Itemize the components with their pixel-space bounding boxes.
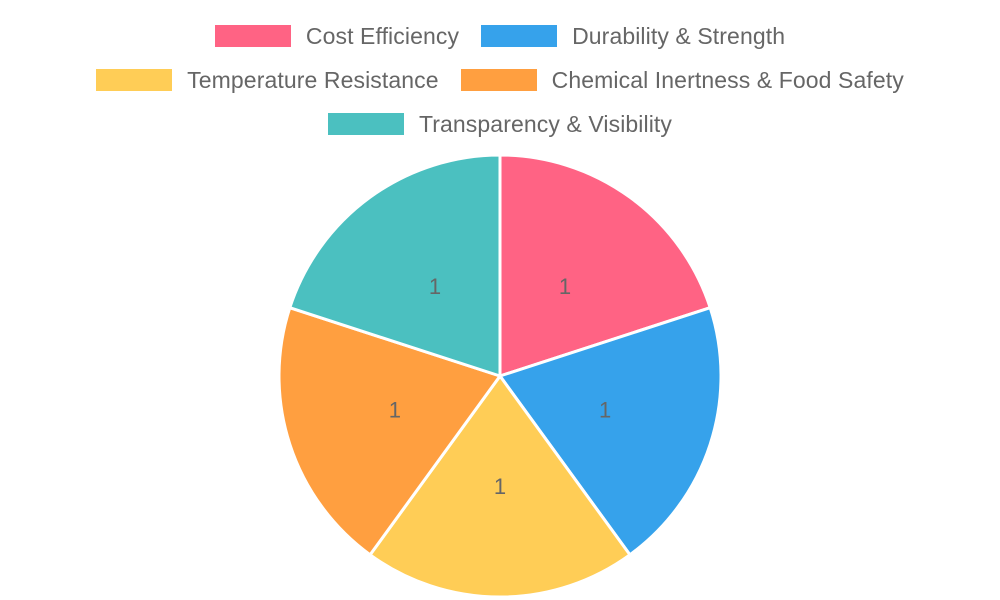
legend-item[interactable]: Cost Efficiency [214, 22, 460, 50]
legend-item[interactable]: Temperature Resistance [96, 66, 439, 94]
legend-row: Cost Efficiency Durability & Strength [0, 14, 1000, 58]
legend-swatch [96, 69, 173, 91]
legend-label: Cost Efficiency [305, 22, 460, 49]
slice-value-label: 1 [494, 474, 506, 499]
legend-swatch [481, 25, 558, 47]
legend-row: Transparency & Visibility [0, 102, 1000, 146]
legend-item[interactable]: Chemical Inertness & Food Safety [460, 66, 904, 94]
pie-slice[interactable] [288, 153, 502, 378]
slice-value-label: 1 [559, 274, 571, 299]
legend-item[interactable]: Transparency & Visibility [327, 110, 673, 138]
legend-swatch [327, 113, 404, 135]
slice-value-label: 1 [429, 274, 441, 299]
legend-label: Durability & Strength [572, 22, 786, 49]
legend-label: Chemical Inertness & Food Safety [551, 66, 904, 93]
pie-slice[interactable] [277, 306, 502, 557]
legend-label: Transparency & Visibility [418, 110, 673, 137]
legend-swatch [214, 25, 291, 47]
pie-slice[interactable] [498, 306, 723, 557]
legend-row: Temperature Resistance Chemical Inertness… [0, 58, 1000, 102]
legend-swatch [460, 69, 537, 91]
legend-label: Temperature Resistance [187, 66, 439, 93]
legend-item[interactable]: Durability & Strength [481, 23, 785, 50]
slice-value-label: 1 [389, 398, 401, 423]
pie-slice[interactable] [498, 153, 712, 378]
pie-slice[interactable] [368, 374, 632, 599]
slice-value-label: 1 [599, 398, 611, 423]
chart-legend: Cost Efficiency Durability & Strength Temp… [0, 14, 1000, 146]
